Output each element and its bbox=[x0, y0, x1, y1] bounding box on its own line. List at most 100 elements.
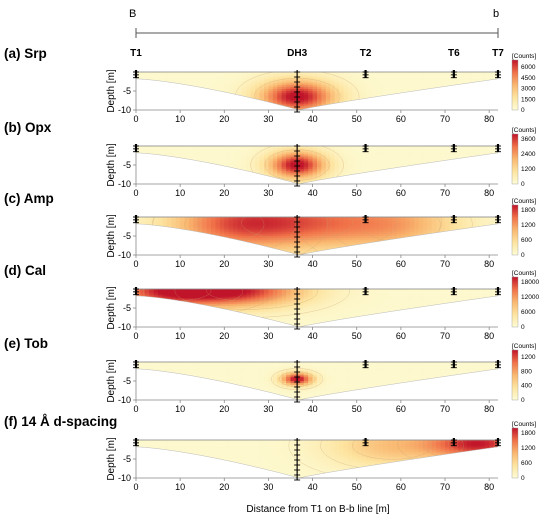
heatmap-cell bbox=[175, 153, 181, 157]
heatmap-cell bbox=[409, 230, 415, 233]
heatmap-cell bbox=[188, 180, 194, 183]
heatmap-cell bbox=[153, 73, 159, 77]
heatmap-cell bbox=[409, 234, 415, 237]
heatmap-cell bbox=[343, 159, 349, 162]
heatmap-cell bbox=[193, 146, 199, 149]
heatmap-cell bbox=[219, 230, 225, 233]
heatmap-cell bbox=[343, 228, 349, 231]
heatmap-cell bbox=[431, 172, 437, 176]
heatmap-cell bbox=[405, 153, 411, 157]
heatmap-cell bbox=[233, 104, 239, 107]
heatmap-cell bbox=[449, 157, 455, 160]
heatmap-cell bbox=[144, 146, 150, 149]
heatmap-cell bbox=[299, 106, 305, 109]
heatmap-cell bbox=[188, 165, 194, 168]
heatmap-cell bbox=[405, 83, 411, 86]
heatmap-cell bbox=[334, 230, 340, 233]
heatmap-cell bbox=[471, 239, 477, 243]
heatmap-cell bbox=[184, 75, 190, 79]
heatmap-cell bbox=[396, 176, 402, 179]
heatmap-cell bbox=[215, 77, 221, 81]
heatmap-cell bbox=[175, 172, 181, 176]
heatmap-cell bbox=[180, 234, 186, 237]
heatmap-cell bbox=[449, 146, 455, 149]
heatmap-cell bbox=[374, 218, 380, 222]
heatmap-cell bbox=[321, 85, 327, 88]
heatmap-cell bbox=[272, 161, 278, 164]
heatmap-cell bbox=[347, 75, 353, 79]
heatmap-cell bbox=[312, 245, 318, 248]
heatmap-cell bbox=[440, 92, 446, 96]
heatmap-cell bbox=[162, 102, 168, 105]
heatmap-cell bbox=[250, 159, 256, 162]
heatmap-cell bbox=[140, 91, 146, 94]
heatmap-cell bbox=[352, 243, 358, 247]
heatmap-cell bbox=[264, 98, 270, 102]
x-tick-label: 60 bbox=[396, 188, 406, 198]
heatmap-cell bbox=[149, 75, 155, 79]
heatmap-cell bbox=[378, 232, 384, 235]
heatmap-cell bbox=[317, 249, 323, 252]
heatmap-cell bbox=[453, 172, 459, 176]
heatmap-cell bbox=[317, 165, 323, 168]
heatmap-cell bbox=[339, 147, 345, 151]
heatmap-cell bbox=[136, 155, 142, 158]
heatmap-cell bbox=[211, 228, 217, 231]
heatmap-cell bbox=[241, 220, 247, 224]
heatmap-cell bbox=[197, 98, 203, 102]
heatmap-cell bbox=[449, 155, 455, 158]
heatmap-cell bbox=[489, 104, 495, 107]
heatmap-cell bbox=[308, 165, 314, 168]
heatmap-cell bbox=[228, 243, 234, 247]
heatmap-cell bbox=[277, 222, 283, 226]
heatmap-cell bbox=[489, 174, 495, 177]
heatmap-cell bbox=[175, 91, 181, 94]
heatmap-cell bbox=[149, 243, 155, 247]
heatmap-cell bbox=[228, 102, 234, 105]
heatmap-cell bbox=[286, 170, 292, 174]
heatmap-cell bbox=[462, 170, 468, 174]
heatmap-cell bbox=[409, 232, 415, 235]
heatmap-cell bbox=[458, 234, 464, 237]
heatmap-cell bbox=[241, 147, 247, 151]
heatmap-cell bbox=[392, 87, 398, 90]
heatmap-cell bbox=[347, 77, 353, 81]
heatmap-cell bbox=[317, 159, 323, 162]
heatmap-cell bbox=[475, 243, 481, 247]
heatmap-cell bbox=[175, 178, 181, 181]
heatmap-cell bbox=[475, 72, 481, 75]
heatmap-cell bbox=[484, 73, 490, 77]
heatmap-cell bbox=[378, 89, 384, 92]
heatmap-cell bbox=[374, 168, 380, 172]
heatmap-cell bbox=[321, 146, 327, 149]
heatmap-cell bbox=[418, 224, 424, 228]
heatmap-cell bbox=[330, 251, 336, 254]
heatmap-cell bbox=[405, 226, 411, 229]
heatmap-cell bbox=[241, 243, 247, 247]
heatmap-cell bbox=[325, 75, 331, 79]
heatmap-cell bbox=[224, 218, 230, 222]
heatmap-cell bbox=[396, 146, 402, 149]
heatmap-cell bbox=[211, 222, 217, 226]
heatmap-cell bbox=[396, 218, 402, 222]
heatmap-cell bbox=[171, 163, 177, 166]
heatmap-cell bbox=[489, 94, 495, 98]
heatmap-cell bbox=[299, 241, 305, 245]
heatmap-cell bbox=[233, 178, 239, 181]
heatmap-cell bbox=[308, 234, 314, 237]
heatmap-cell bbox=[484, 75, 490, 79]
heatmap-cell bbox=[233, 245, 239, 248]
heatmap-cell bbox=[458, 87, 464, 90]
heatmap-cell bbox=[259, 85, 265, 88]
heatmap-cell bbox=[365, 98, 371, 102]
heatmap-cell bbox=[250, 166, 256, 170]
heatmap-cell bbox=[153, 151, 159, 155]
heatmap-cell bbox=[475, 87, 481, 90]
heatmap-cell bbox=[369, 245, 375, 248]
heatmap-cell bbox=[312, 224, 318, 228]
heatmap-cell bbox=[162, 230, 168, 233]
heatmap-cell bbox=[303, 176, 309, 179]
heatmap-cell bbox=[445, 228, 451, 231]
heatmap-cell bbox=[237, 163, 243, 166]
heatmap-cell bbox=[387, 247, 393, 250]
